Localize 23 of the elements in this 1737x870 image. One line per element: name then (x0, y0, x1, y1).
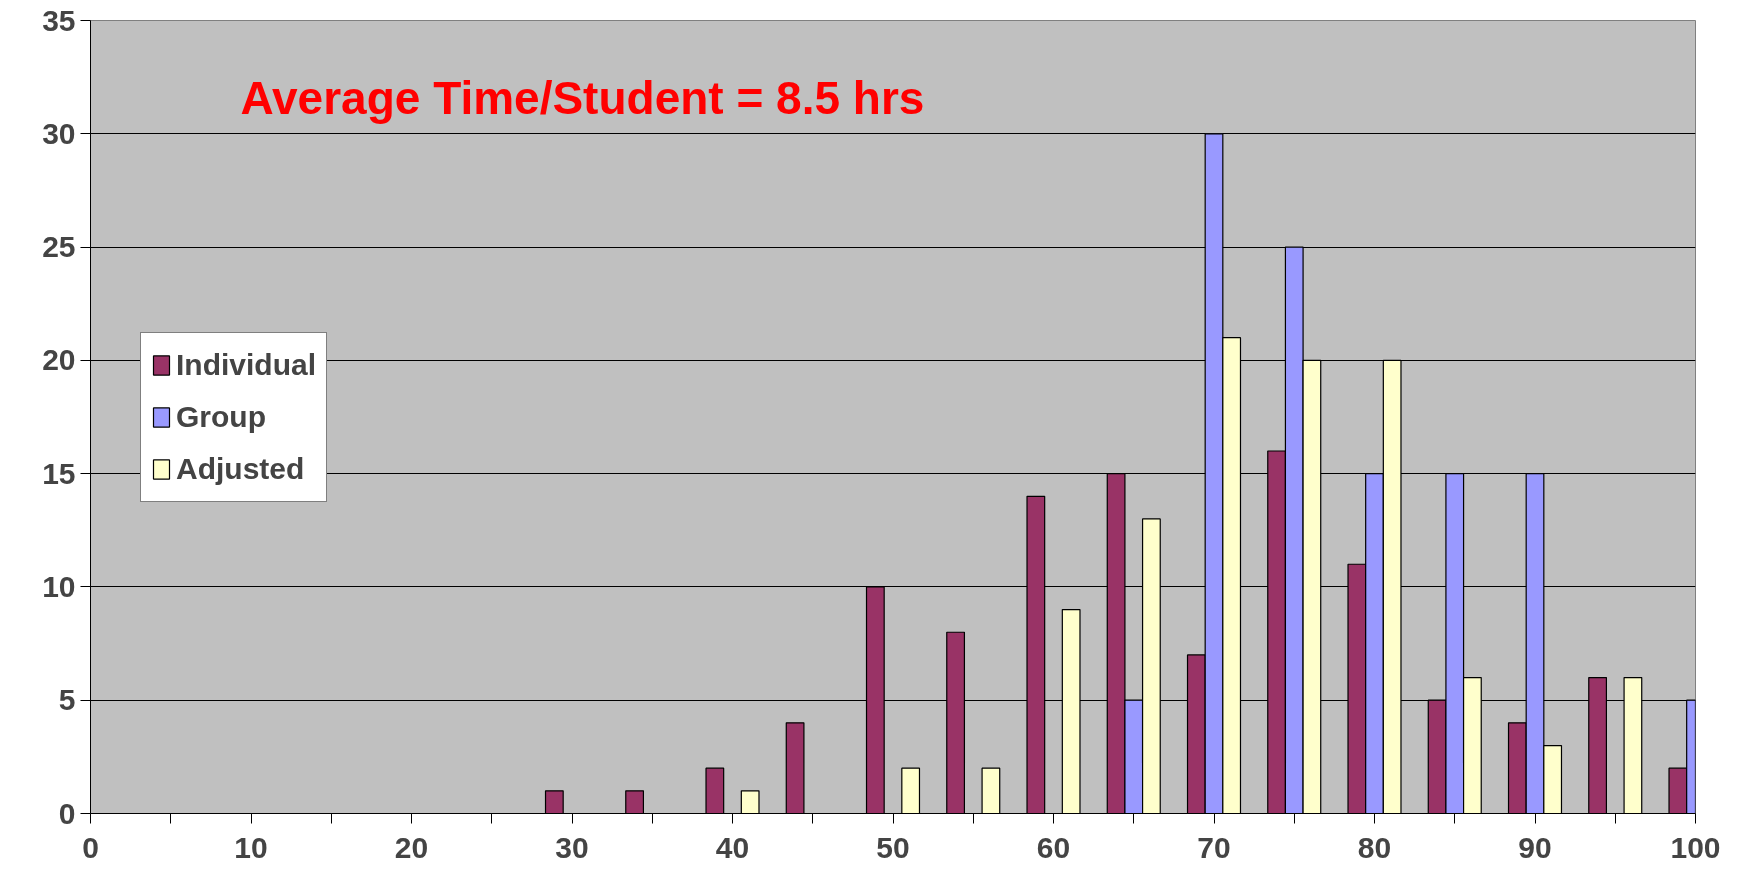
x-tick-label: 70 (1197, 830, 1231, 864)
x-tick-label: 50 (876, 830, 910, 864)
legend-label: Adjusted (176, 450, 305, 487)
x-tick-label: 20 (394, 830, 429, 864)
x-tick-label: 10 (234, 830, 268, 864)
annotation: Average Time/Student = 8.5 hrs (240, 71, 925, 124)
y-tick-label: 0 (58, 796, 76, 830)
y-tick-label: 25 (42, 230, 76, 264)
y-tick-label: 5 (58, 683, 76, 717)
y-tick-label: 30 (42, 116, 76, 150)
y-tick-label: 20 (42, 343, 76, 377)
y-tick-label: 10 (42, 569, 76, 603)
x-tick-label: 80 (1357, 830, 1392, 864)
y-tick-label: 35 (42, 3, 76, 37)
x-tick-label: 90 (1518, 830, 1552, 864)
x-tick-label: 0 (82, 830, 99, 864)
legend-label: Group (176, 398, 266, 435)
x-tick-label: 40 (715, 830, 750, 864)
x-tick-label: 100 (1670, 830, 1721, 864)
x-tick-label: 30 (555, 830, 589, 864)
x-tick-label: 60 (1036, 830, 1071, 864)
legend-label: Individual (176, 346, 317, 383)
y-tick-label: 15 (42, 456, 76, 490)
